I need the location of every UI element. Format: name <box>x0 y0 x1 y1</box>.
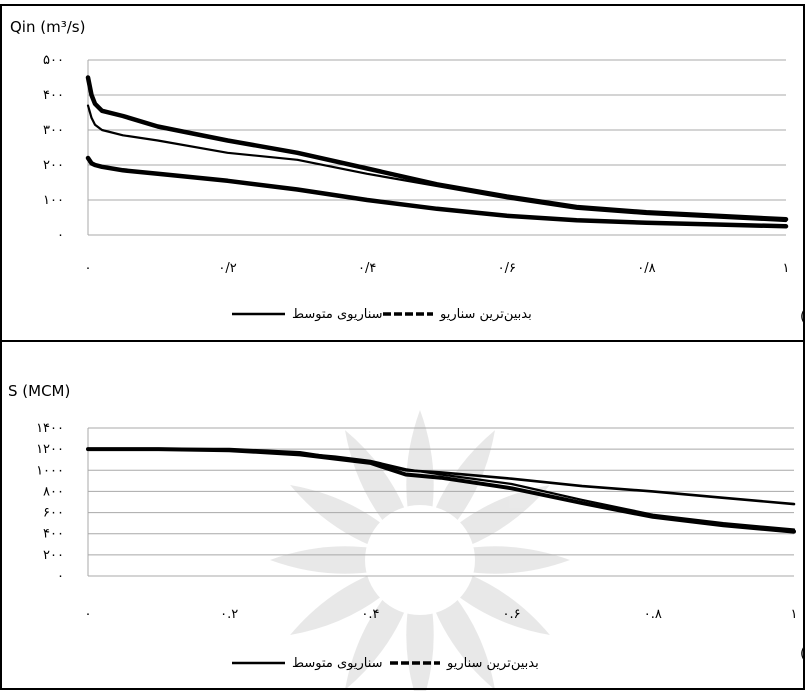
y-tick-label: ۱۰۰ <box>43 193 64 208</box>
legend-label: سناریوی متوسط <box>292 656 383 671</box>
y-tick-label: ۱۰۰۰ <box>36 463 64 478</box>
watermark-petal <box>406 410 434 560</box>
y-tick-label: ۱۲۰۰ <box>36 442 64 457</box>
y-tick-label: ۴۰۰ <box>43 88 64 103</box>
series-line <box>86 448 796 531</box>
x-tick-label: ۰/۶ <box>498 261 516 276</box>
watermark-petal <box>345 560 420 690</box>
x-tick-label: ۰.۴ <box>361 607 379 622</box>
watermark-petal <box>270 546 420 574</box>
chart-inflow: ۰ ۱۰۰ ۲۰۰ ۳۰۰ ۴۰۰ ۵۰۰ ۰ ۰/۲ ۰/۴ ۰/۶ ۰/۸ ۱ Qin (m³/s)… <box>10 18 806 325</box>
y-tick-label: ۰ <box>57 228 64 243</box>
y-axis-label: Qin (m³/s) <box>10 18 85 36</box>
y-axis-label: S (MCM) <box>8 382 70 400</box>
y-tick-label: ۲۰۰ <box>43 548 64 563</box>
y-tick-label: ۴۰۰ <box>43 527 64 542</box>
x-tick-label: ۰.۶ <box>503 607 521 622</box>
watermark-ornament <box>270 410 570 691</box>
x-axis-label: احتمال وقوع (درصد) <box>800 646 806 662</box>
watermark-center <box>365 505 475 615</box>
legend-label: بدبین‌ترین سناریو <box>439 307 532 322</box>
x-tick-label: ۰/۸ <box>637 261 655 276</box>
legend-label: سناریوی متوسط <box>292 307 383 322</box>
x-tick-label: ۰/۲ <box>218 261 236 276</box>
x-tick-label: ۰.۸ <box>644 607 662 622</box>
watermark-petal <box>420 560 495 690</box>
watermark-petal <box>420 546 570 574</box>
chart-storage: ۰ ۲۰۰ ۴۰۰ ۶۰۰ ۸۰۰ ۱۰۰۰ ۱۲۰۰ ۱۴۰۰ ۰ ۰.۲ ۰.۴ ۰.۶ ۰.۸ ۱ S… <box>8 382 806 671</box>
watermark-petal <box>420 560 550 635</box>
series-line <box>85 155 789 229</box>
panel-bottom-frame <box>0 340 805 690</box>
y-tick-label: ۰ <box>57 569 64 584</box>
legend-label: بدبین‌ترین سناریو <box>446 656 539 671</box>
y-tick-label: ۵۰۰ <box>43 53 64 68</box>
y-tick-label: ۶۰۰ <box>43 506 64 521</box>
x-axis-label: احتمال وقوع (درصد) <box>800 309 806 325</box>
y-tick-label: ۳۰۰ <box>43 123 64 138</box>
x-tick-label: ۰/۴ <box>358 261 376 276</box>
x-tick-label: ۰ <box>85 261 92 276</box>
watermark-petal <box>420 430 495 560</box>
x-tick-label: ۰.۲ <box>220 607 238 622</box>
y-tick-label: ۲۰۰ <box>43 158 64 173</box>
y-tick-label: ۱۴۰۰ <box>36 421 64 436</box>
series-line <box>85 75 789 222</box>
series-line <box>86 104 788 223</box>
watermark-petal <box>420 485 550 560</box>
panel-top-frame <box>0 4 805 342</box>
watermark-petal <box>290 560 420 635</box>
x-tick-label: ۱ <box>783 261 790 276</box>
x-tick-label: ۱ <box>791 607 798 622</box>
watermark-petal <box>406 560 434 691</box>
y-tick-label: ۸۰۰ <box>43 484 64 499</box>
x-tick-label: ۰ <box>85 607 92 622</box>
watermark-petal <box>290 485 420 560</box>
